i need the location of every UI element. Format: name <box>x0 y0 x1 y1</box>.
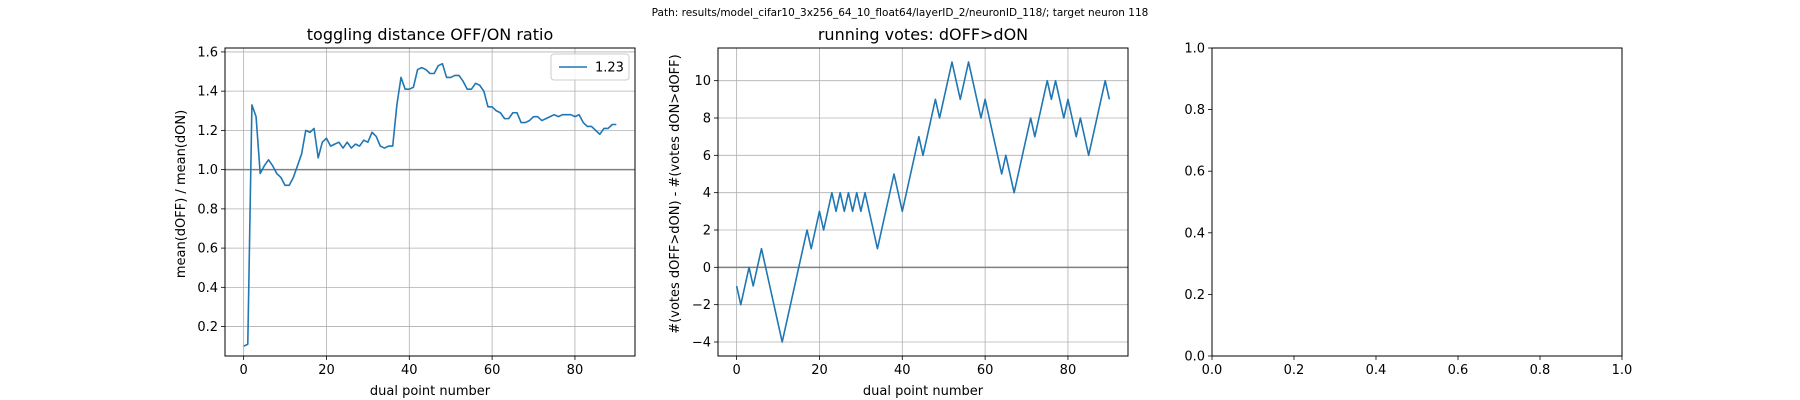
axes-ratio: toggling distance OFF/ON ratio dual poin… <box>174 25 636 399</box>
axes-ratio-ytick-label: 1.4 <box>197 85 218 100</box>
axes-ratio-xlabel: dual point number <box>370 384 491 399</box>
axes-empty-frame <box>1211 47 1623 357</box>
axes-ratio-ylabel: mean(dOFF) / mean(dON) <box>174 110 189 278</box>
axes-votes-ytick-label: −4 <box>692 336 711 351</box>
axes-empty-ytick-label: 0.6 <box>1184 165 1205 180</box>
axes-votes: running votes: dOFF>dON dual point numbe… <box>668 25 1129 399</box>
axes-empty-ytick-label: 0.8 <box>1184 103 1205 118</box>
figure-suptitle: Path: results/model_cifar10_3x256_64_10_… <box>652 7 1149 19</box>
axes-empty-xtick-label: 1.0 <box>1612 363 1633 378</box>
axes-empty-xtick-label: 0.4 <box>1366 363 1387 378</box>
axes-ratio-ytick-label: 1.6 <box>197 45 218 60</box>
axes-ratio-xtick-label: 60 <box>484 363 501 378</box>
axes-ratio-series-line <box>243 62 617 347</box>
axes-ratio-legend <box>550 53 630 81</box>
axes-empty-xtick-label: 0.8 <box>1530 363 1551 378</box>
axes-ratio-xtick-label: 40 <box>401 363 418 378</box>
axes-votes-xtick-label: 80 <box>1060 363 1077 378</box>
axes-ratio-ytick-label: 0.8 <box>197 202 218 217</box>
axes-votes-xtick-label: 20 <box>811 363 828 378</box>
axes-empty-ytick-label: 0.4 <box>1184 226 1205 241</box>
axes-votes-ytick-label: 2 <box>703 224 711 239</box>
axes-votes-ytick-label: 6 <box>703 149 711 164</box>
axes-votes-xlabel: dual point number <box>863 384 984 399</box>
axes-ratio-ytick-label: 0.6 <box>197 242 218 257</box>
axes-votes-ytick-label: 10 <box>694 74 711 89</box>
axes-ratio-ytick-label: 0.2 <box>197 320 218 335</box>
axes-votes-ytick-label: −2 <box>692 298 711 313</box>
axes-ratio-xtick-label: 20 <box>318 363 335 378</box>
axes-empty-ytick-label: 0.0 <box>1184 350 1205 365</box>
axes-empty-xtick-label: 0.0 <box>1202 363 1223 378</box>
axes-votes-series-line <box>735 61 1111 343</box>
axes-empty-xtick-label: 0.2 <box>1284 363 1305 378</box>
axes-empty: 0.0 0.2 0.4 0.6 0.8 1.0 0.0 0.2 0.4 0.6 0.8 1.0 <box>1184 42 1632 379</box>
axes-empty-ytick-label: 1.0 <box>1184 42 1205 57</box>
axes-ratio-xtick-label: 0 <box>239 363 247 378</box>
axes-ratio-legend-label: 1.23 <box>595 61 624 76</box>
axes-ratio-xtick-label: 80 <box>567 363 584 378</box>
axes-empty-ytick-label: 0.2 <box>1184 288 1205 303</box>
axes-ratio-ytick-label: 1.2 <box>197 124 218 139</box>
axes-ratio-frame <box>224 47 636 357</box>
axes-ratio-ytick-label: 0.4 <box>197 281 218 296</box>
axes-votes-title: running votes: dOFF>dON <box>818 25 1028 44</box>
axes-votes-ylabel: #(votes dOFF>dON) - #(votes dON>dOFF) <box>668 54 683 333</box>
axes-votes-xtick-label: 0 <box>732 363 740 378</box>
axes-votes-xtick-label: 40 <box>894 363 911 378</box>
axes-votes-ytick-label: 8 <box>703 112 711 127</box>
axes-empty-xtick-label: 0.6 <box>1448 363 1469 378</box>
axes-votes-ytick-label: 4 <box>703 186 711 201</box>
axes-ratio-ytick-label: 1.0 <box>197 163 218 178</box>
axes-votes-ytick-label: 0 <box>703 261 711 276</box>
axes-ratio-title: toggling distance OFF/ON ratio <box>307 25 553 44</box>
axes-votes-xtick-label: 60 <box>977 363 994 378</box>
axes-votes-frame <box>717 47 1129 357</box>
